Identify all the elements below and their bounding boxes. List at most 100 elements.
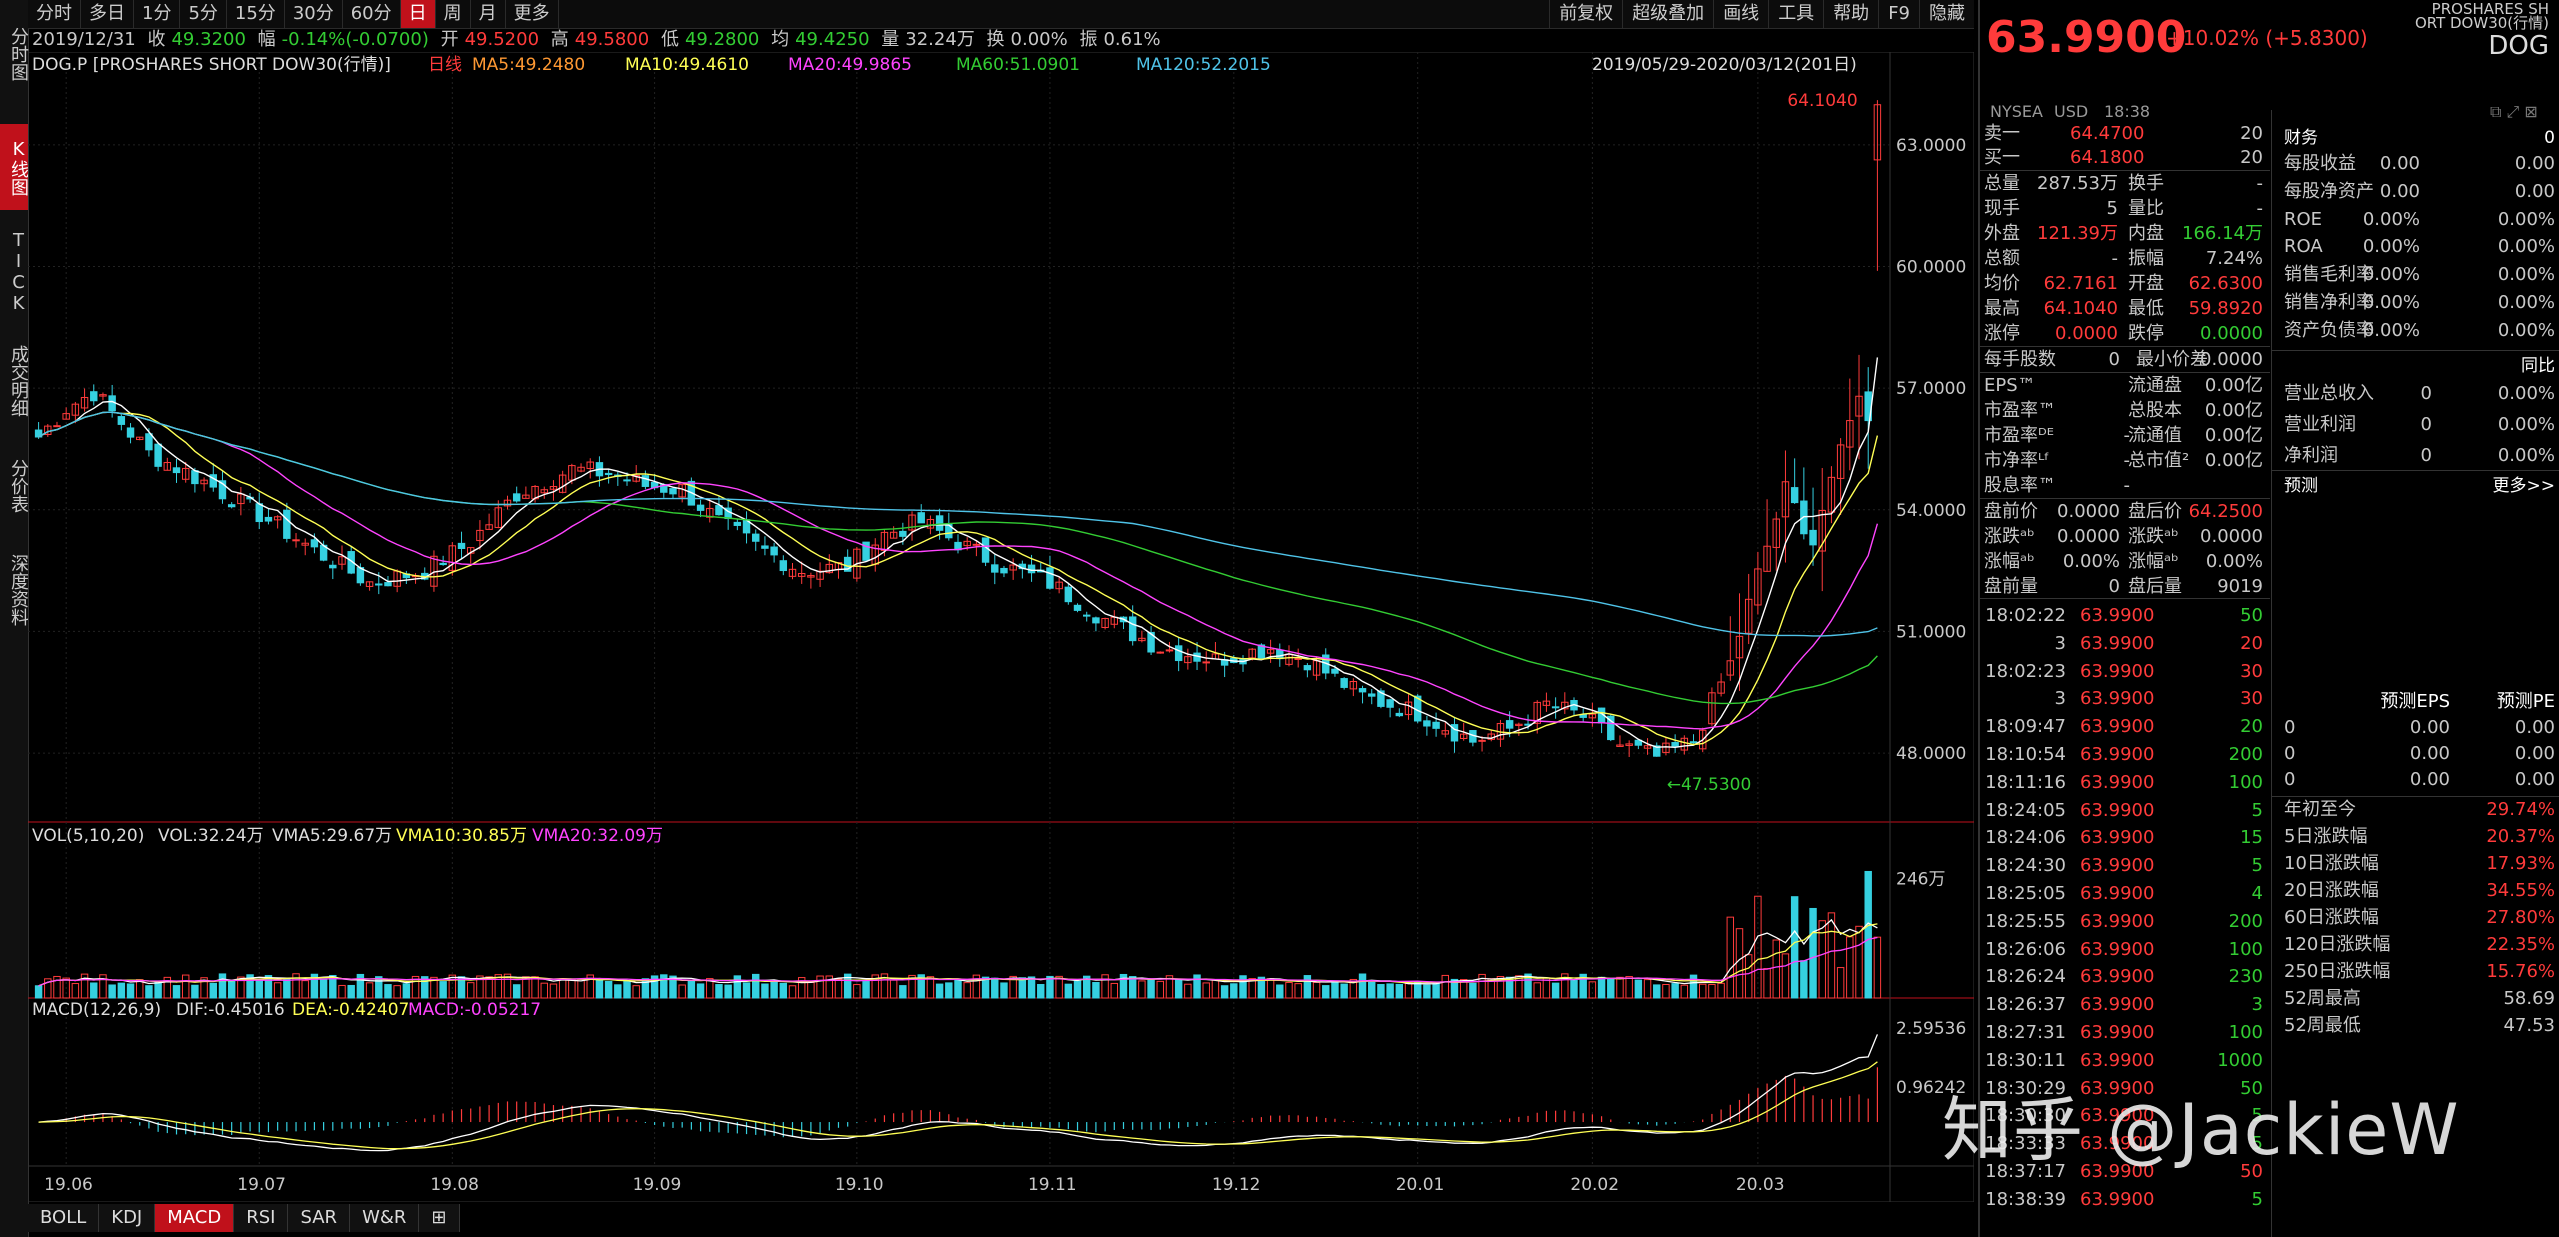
- stat-label: 均价: [1984, 273, 2020, 294]
- volume-bar: [34, 985, 43, 999]
- period-tab[interactable]: 5分: [180, 0, 227, 28]
- candle-body: [1551, 706, 1560, 709]
- candle-body: [761, 545, 769, 549]
- volume-bar: [1018, 977, 1027, 999]
- x-tick-label: 19.09: [633, 1175, 682, 1195]
- volume-bar: [1257, 976, 1266, 999]
- add-indicator-icon[interactable]: ⊞: [419, 1204, 460, 1232]
- period-tab[interactable]: 1分: [134, 0, 181, 28]
- volume-bar: [1248, 978, 1256, 999]
- volume-bar: [126, 983, 135, 999]
- volume-bar: [1818, 920, 1826, 999]
- candle-body: [1450, 724, 1459, 742]
- tab-trade-detail[interactable]: 成交明细: [8, 345, 29, 417]
- finance-label: 每股净资产: [2284, 180, 2374, 202]
- tab-kline[interactable]: K线图: [0, 124, 29, 210]
- tab-boll[interactable]: BOLL: [28, 1204, 100, 1232]
- volume-bar: [71, 983, 80, 999]
- period-tab-more[interactable]: 更多: [506, 0, 559, 28]
- volume-bar: [1809, 907, 1817, 999]
- period-tab-daily[interactable]: 日: [400, 0, 436, 28]
- candle-body: [273, 516, 282, 521]
- candle-body: [632, 475, 640, 482]
- f9-button[interactable]: F9: [1878, 0, 1919, 28]
- volume-bar: [1496, 976, 1505, 999]
- tab-tick[interactable]: TICK: [8, 230, 29, 314]
- period-tab[interactable]: 60分: [343, 0, 401, 28]
- volume-bar: [1413, 981, 1422, 999]
- volume-bar: [1542, 977, 1551, 999]
- candle-body: [889, 531, 898, 539]
- divider: [1980, 346, 2270, 347]
- candle-body: [1855, 395, 1863, 417]
- candle-body: [1846, 420, 1854, 448]
- tick-time: 18:37:17: [1985, 1161, 2066, 1182]
- volume-bar: [1827, 912, 1836, 999]
- help-button[interactable]: 帮助: [1823, 0, 1878, 28]
- period-tab[interactable]: 15分: [227, 0, 285, 28]
- candle-body: [972, 543, 981, 546]
- y-tick-label: 57.0000: [1896, 379, 1966, 399]
- volume-bar: [917, 974, 925, 999]
- finance-value-b: 0.00%: [2497, 264, 2555, 286]
- volume-bar: [1368, 981, 1376, 999]
- period-tab[interactable]: 周: [436, 0, 471, 28]
- tick-volume: 100: [2228, 771, 2263, 793]
- volume-bar: [1754, 895, 1762, 999]
- period-tab[interactable]: 分时: [28, 0, 81, 28]
- stat-label: 最高: [1984, 298, 2020, 319]
- kline-chart[interactable]: 63.0000 60.0000 57.0000 54.0000 51.0000 48.00…: [28, 52, 1974, 1202]
- candle-body: [200, 479, 208, 485]
- yoy-title: 同比: [2521, 356, 2555, 376]
- tab-sar[interactable]: SAR: [288, 1204, 351, 1232]
- candle-body: [1818, 509, 1826, 552]
- stat-value: 166.14万: [2182, 223, 2263, 244]
- candle-body: [80, 396, 89, 409]
- tick-price: 63.9900: [2080, 1161, 2155, 1182]
- candle-body: [512, 493, 521, 502]
- adjust-button[interactable]: 前复权: [1549, 0, 1622, 28]
- candle-body: [218, 480, 227, 500]
- tick-price: 63.9900: [2080, 744, 2155, 765]
- tab-kdj[interactable]: KDJ: [99, 1204, 156, 1232]
- candle-body: [448, 545, 457, 571]
- candle-body: [1781, 481, 1790, 518]
- exchange: NYSEA: [1990, 102, 2043, 121]
- period-tab[interactable]: 30分: [285, 0, 343, 28]
- tools-button[interactable]: 工具: [1768, 0, 1823, 28]
- finance-label: 销售净利率: [2284, 292, 2374, 313]
- divider: [2271, 470, 2559, 471]
- overlay-button[interactable]: 超级叠加: [1622, 0, 1713, 28]
- volume-bar: [816, 975, 824, 999]
- volume-bar: [889, 979, 898, 999]
- volume-bar: [1303, 975, 1312, 999]
- candle-body: [1184, 656, 1192, 664]
- candle-body: [1073, 604, 1082, 611]
- candle-body: [136, 436, 144, 441]
- tab-timeshare[interactable]: 分时图: [8, 27, 29, 81]
- volume-bar: [421, 976, 429, 999]
- tab-price-table[interactable]: 分价表: [8, 459, 29, 513]
- volume-bar: [1570, 979, 1578, 999]
- date-range[interactable]: 2019/05/29-2020/03/12(201日): [1592, 55, 1857, 75]
- candle-body: [1423, 720, 1431, 727]
- volume-bar: [752, 973, 760, 999]
- hide-button[interactable]: 隐藏: [1919, 0, 1974, 28]
- tick-time: 18:26:06: [1985, 938, 2066, 960]
- tab-rsi[interactable]: RSI: [234, 1204, 289, 1232]
- volume-bar: [1294, 983, 1302, 999]
- tab-wr[interactable]: W&R: [350, 1204, 420, 1232]
- stat-value: 62.7161: [2043, 273, 2118, 294]
- tab-depth[interactable]: 深度资料: [8, 554, 29, 626]
- volume-bar: [1680, 984, 1689, 999]
- period-tab[interactable]: 多日: [81, 0, 134, 28]
- window-icons[interactable]: ⧉ ⤢ ⊠: [2490, 102, 2538, 121]
- volume-bar: [1855, 925, 1863, 999]
- prepost-value: 0.00%: [2205, 551, 2263, 572]
- volume-bar: [1000, 982, 1008, 999]
- vol-legend-title: VOL(5,10,20): [32, 826, 144, 846]
- draw-line-button[interactable]: 画线: [1713, 0, 1768, 28]
- candle-body: [62, 413, 70, 420]
- period-tab[interactable]: 月: [471, 0, 506, 28]
- tab-macd[interactable]: MACD: [155, 1204, 235, 1232]
